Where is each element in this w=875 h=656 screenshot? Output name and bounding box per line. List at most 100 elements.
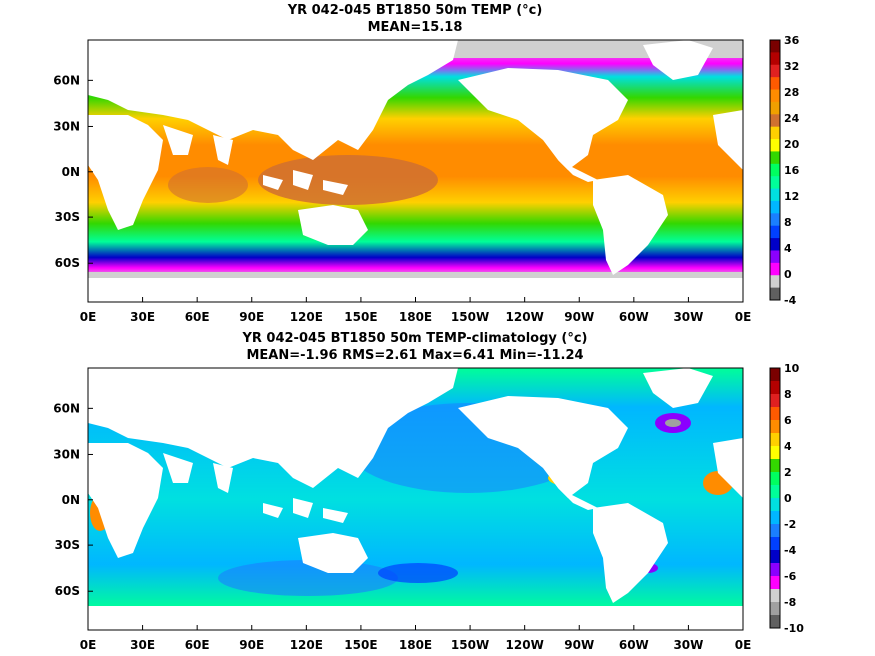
colorbar-tick-label: -4 <box>784 294 797 307</box>
top-title-line1: YR 042-045 BT1850 50m TEMP (°c) <box>287 3 543 18</box>
x-tick-label: 90E <box>239 310 264 324</box>
colorbar-segment <box>770 114 780 128</box>
colorbar-segment <box>770 151 780 165</box>
colorbar-segment <box>770 163 780 177</box>
colorbar-tick-label: 0 <box>784 492 792 505</box>
bottom-title-line1: YR 042-045 BT1850 50m TEMP-climatology (… <box>242 331 588 346</box>
colorbar-segment <box>770 407 780 421</box>
colorbar-segment <box>770 498 780 512</box>
x-tick-label: 60W <box>619 638 649 652</box>
x-tick-label: 180E <box>399 310 432 324</box>
x-tick-label: 30W <box>673 310 703 324</box>
colorbar-segment <box>770 524 780 538</box>
y-tick-label: 0N <box>62 493 80 507</box>
colorbar-segment <box>770 576 780 590</box>
colorbar-tick-label: 4 <box>784 440 792 453</box>
colorbar-tick-label: 36 <box>784 34 800 47</box>
y-tick-label: 30N <box>53 119 80 133</box>
colorbar-tick-label: 4 <box>784 242 792 255</box>
colorbar-segment <box>770 420 780 434</box>
x-tick-label: 120W <box>506 638 544 652</box>
x-tick-label: 60E <box>185 310 210 324</box>
colorbar-tick-label: 12 <box>784 190 799 203</box>
colorbar-border <box>769 39 781 301</box>
colorbar-segment <box>770 89 780 103</box>
x-tick-label: 90W <box>564 638 594 652</box>
colorbar-tick-label: -4 <box>784 544 797 557</box>
colorbar-segment <box>770 101 780 115</box>
x-tick-label: 30E <box>130 638 155 652</box>
x-tick-label: 30W <box>673 638 703 652</box>
colorbar-tick-label: 0 <box>784 268 792 281</box>
colorbar-segment <box>770 394 780 408</box>
colorbar-segment <box>770 262 780 276</box>
colorbar-segment <box>770 511 780 525</box>
colorbar-segment <box>770 139 780 152</box>
x-tick-label: 150W <box>451 310 489 324</box>
x-tick-label: 60E <box>185 638 210 652</box>
colorbar-segment <box>770 176 780 190</box>
colorbar-segment <box>770 238 780 251</box>
colorbar-segment <box>770 77 780 91</box>
colorbar-segment <box>770 602 780 616</box>
y-tick-label: 60S <box>55 584 80 598</box>
y-tick-label: 60S <box>55 256 80 270</box>
x-tick-label: 90W <box>564 310 594 324</box>
colorbar-segment <box>770 250 780 264</box>
colorbar-tick-label: 24 <box>784 112 800 125</box>
colorbar-segment <box>770 126 780 140</box>
colorbar-segment <box>770 200 780 214</box>
x-tick-label: 0E <box>80 638 97 652</box>
y-tick-label: 30S <box>55 538 80 552</box>
bottom-map-panel <box>87 367 744 631</box>
colorbar-segment <box>770 64 780 78</box>
colorbar-segment <box>770 433 780 447</box>
colorbar-tick-label: 2 <box>784 466 792 479</box>
colorbar-tick-label: -6 <box>784 570 797 583</box>
colorbar-segment <box>770 615 780 629</box>
x-tick-label: 150E <box>344 310 377 324</box>
x-tick-label: 150W <box>451 638 489 652</box>
colorbar-segment <box>770 287 780 301</box>
y-tick-label: 60N <box>53 73 80 87</box>
x-tick-label: 0E <box>735 310 752 324</box>
colorbar-segment <box>770 550 780 564</box>
colorbar-segment <box>770 381 780 395</box>
x-tick-label: 120E <box>290 638 323 652</box>
colorbar-tick-label: 6 <box>784 414 792 427</box>
x-tick-label: 120E <box>290 310 323 324</box>
x-tick-label: 0E <box>80 310 97 324</box>
colorbar-segment <box>770 563 780 577</box>
axes-layer: 0E 30E 60E 90E 120E 150E 180E 150W 120W 90W 60W 30W… <box>53 73 751 652</box>
x-tick-label: 60W <box>619 310 649 324</box>
bottom-title-line2: MEAN=-1.96 RMS=2.61 Max=6.41 Min=-11.24 <box>246 348 584 363</box>
y-tick-label: 60N <box>53 401 80 415</box>
colorbar-segment <box>770 472 780 486</box>
colorbar-tick-label: 32 <box>784 60 799 73</box>
colorbar-tick-label: 10 <box>784 362 800 375</box>
colorbar-border <box>769 367 781 629</box>
colorbar-segment <box>770 589 780 603</box>
colorbar-segment <box>770 485 780 499</box>
colorbar-segment <box>770 368 780 382</box>
top-map-panel <box>87 39 744 303</box>
y-tick-label: 30S <box>55 210 80 224</box>
colorbar-segment <box>770 275 780 289</box>
colorbar-segment <box>770 225 780 239</box>
colorbar-segment <box>770 537 780 551</box>
colorbar-tick-label: 16 <box>784 164 800 177</box>
colorbar-segment <box>770 52 780 66</box>
y-tick-label: 0N <box>62 165 80 179</box>
colorbar-segment <box>770 459 780 473</box>
x-tick-label: 150E <box>344 638 377 652</box>
colorbar-tick-label: -2 <box>784 518 796 531</box>
colorbar-segment <box>770 213 780 227</box>
x-tick-label: 180E <box>399 638 432 652</box>
x-tick-label: 120W <box>506 310 544 324</box>
colorbar-tick-label: 28 <box>784 86 799 99</box>
top-title-line2: MEAN=15.18 <box>367 20 463 35</box>
colorbar-segment <box>770 446 780 460</box>
colorbar-tick-label: -10 <box>784 622 804 635</box>
